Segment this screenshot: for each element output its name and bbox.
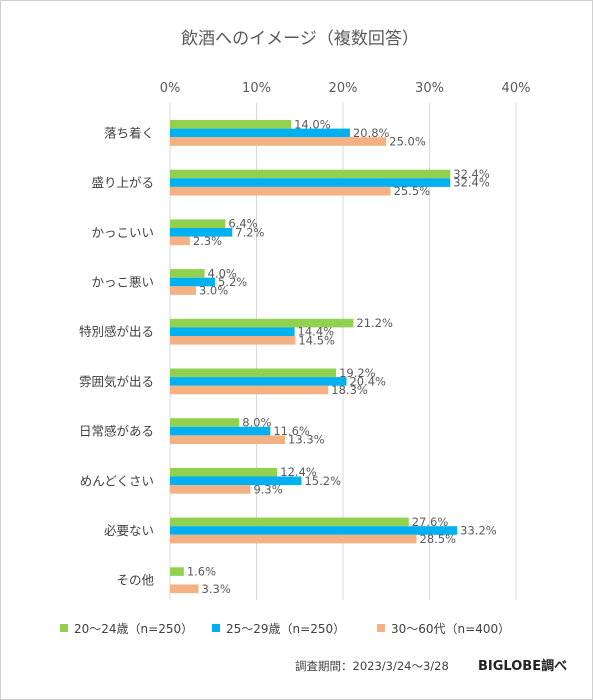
- bar: [170, 269, 205, 278]
- category-label: かっこ悪い: [91, 275, 154, 290]
- data-label: 1.6%: [187, 565, 216, 579]
- data-label: 12.4%: [280, 465, 317, 479]
- x-tick-label: 20%: [329, 81, 358, 96]
- bar: [170, 418, 240, 427]
- data-label: 3.0%: [199, 284, 228, 298]
- bar: [170, 178, 451, 187]
- legend-label: 30～60代（n=400）: [391, 622, 510, 636]
- data-label: 32.4%: [453, 167, 490, 181]
- survey-period: 調査期間：2023/3/24～3/28: [295, 659, 449, 673]
- bar: [170, 277, 215, 287]
- bar: [170, 286, 196, 295]
- data-label: 9.3%: [253, 482, 282, 496]
- category-label: 雰囲気が出る: [79, 374, 154, 389]
- category-label: 特別感が出る: [79, 324, 154, 339]
- bar: [170, 467, 278, 477]
- bar: [170, 169, 451, 179]
- bar: [170, 426, 271, 436]
- legend-swatch: [60, 624, 68, 632]
- data-label: 6.4%: [228, 217, 257, 231]
- bar: [170, 368, 337, 378]
- category-label: かっこいい: [91, 225, 154, 240]
- x-tick-label: 30%: [415, 81, 444, 96]
- data-label: 32.4%: [453, 176, 490, 190]
- category-label: その他: [116, 573, 154, 588]
- data-label: 25.0%: [389, 135, 426, 149]
- bar: [170, 534, 417, 544]
- data-label: 14.0%: [294, 117, 331, 131]
- data-label: 27.6%: [412, 515, 449, 529]
- bar: [170, 584, 199, 594]
- data-label: 19.2%: [339, 366, 376, 380]
- bar: [170, 219, 226, 228]
- data-label: 2.3%: [193, 234, 222, 248]
- x-tick-label: 40%: [502, 81, 531, 96]
- category-labels: 落ち着く盛り上がるかっこいいかっこ悪い特別感が出る雰囲気が出る日常感があるめんど…: [79, 125, 155, 587]
- data-label: 13.3%: [288, 433, 325, 447]
- data-label: 15.2%: [304, 474, 341, 488]
- bar: [170, 377, 347, 386]
- bar: [170, 517, 409, 527]
- bar: [170, 228, 233, 237]
- data-label: 4.0%: [208, 266, 237, 280]
- legend-label: 20～24歳（n=250）: [74, 622, 193, 636]
- category-label: 必要ない: [104, 523, 154, 538]
- data-label: 5.2%: [218, 275, 247, 289]
- chart-title: 飲酒へのイメージ（複数回答）: [181, 29, 419, 49]
- bar: [170, 120, 292, 129]
- bar: [170, 435, 286, 444]
- bar: [170, 476, 302, 486]
- bar: [170, 567, 184, 576]
- data-label: 3.3%: [202, 582, 231, 596]
- bar: [170, 327, 295, 336]
- legend: 20～24歳（n=250） 25～29歳（n=250） 30～60代（n=400）: [60, 622, 510, 636]
- data-label: 21.2%: [356, 316, 393, 330]
- bar: [170, 485, 251, 494]
- bar: [170, 128, 350, 138]
- data-label: 11.6%: [273, 424, 310, 438]
- bar: [170, 336, 296, 345]
- data-label: 18.3%: [331, 383, 368, 397]
- data-label: 14.5%: [298, 333, 335, 347]
- x-axis-ticks: 0% 10% 20% 30% 40%: [160, 81, 531, 96]
- category-label: 日常感がある: [79, 424, 154, 439]
- category-label: 落ち着く: [104, 125, 154, 140]
- data-labels: 14.0% 20.8%25.0% 32.4%32.4% 25.5% 6.4%7.2% 2.…: [187, 117, 497, 596]
- x-tick-label: 0%: [160, 81, 181, 96]
- legend-swatch: [212, 624, 220, 632]
- bar: [170, 186, 391, 196]
- bars: [170, 120, 458, 594]
- brand-credit: BIGLOBE調べ: [478, 658, 567, 674]
- bar: [170, 236, 190, 246]
- data-label: 28.5%: [420, 532, 457, 546]
- category-label: 盛り上がる: [91, 175, 154, 190]
- legend-label: 25～29歳（n=250）: [226, 622, 345, 636]
- data-label: 14.4%: [298, 325, 335, 339]
- data-label: 25.5%: [394, 184, 431, 198]
- bar: [170, 385, 329, 395]
- category-label: めんどくさい: [80, 473, 154, 488]
- data-label: 33.2%: [460, 524, 497, 538]
- bar: [170, 318, 354, 328]
- data-label: 8.0%: [242, 416, 271, 430]
- data-label: 20.4%: [349, 374, 386, 388]
- data-label: 20.8%: [353, 126, 390, 140]
- data-label: 7.2%: [235, 225, 264, 239]
- bar: [170, 526, 458, 535]
- legend-swatch: [377, 624, 385, 632]
- bar: [170, 137, 387, 146]
- x-tick-label: 10%: [242, 81, 271, 96]
